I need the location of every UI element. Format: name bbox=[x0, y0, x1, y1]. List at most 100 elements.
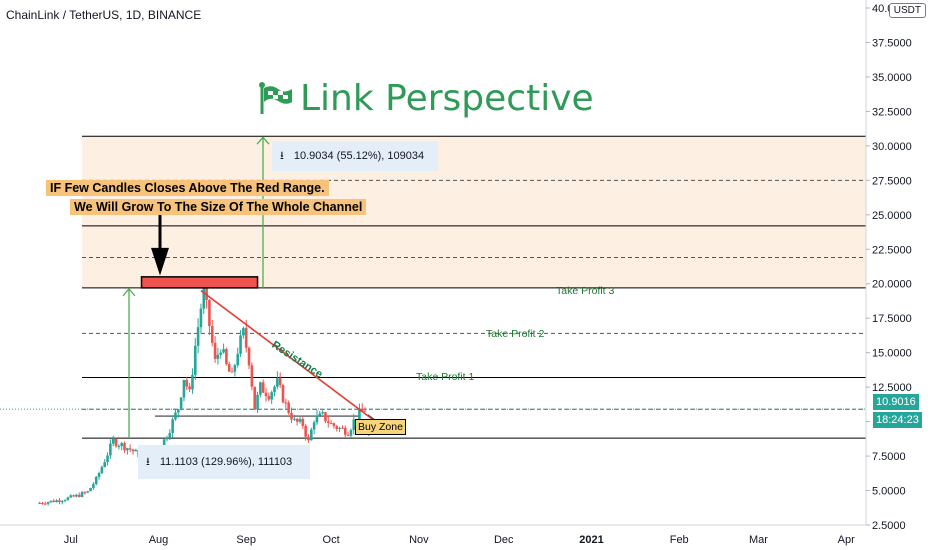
candle-body bbox=[162, 439, 166, 450]
candle-body bbox=[69, 495, 73, 498]
candle-body bbox=[63, 500, 67, 502]
candle-body bbox=[174, 412, 177, 420]
x-tick-label: Dec bbox=[494, 534, 514, 546]
candle-body bbox=[267, 396, 271, 400]
candle-body bbox=[236, 353, 240, 366]
take-profit-3-label: Take Profit 3 bbox=[556, 285, 615, 297]
candle-body bbox=[185, 379, 189, 387]
red-range bbox=[140, 276, 259, 289]
candle-body bbox=[312, 422, 316, 430]
candle-body bbox=[219, 352, 223, 355]
candle-body bbox=[270, 392, 273, 400]
candle-body bbox=[109, 443, 112, 456]
candle-body bbox=[338, 427, 341, 429]
y-tick-label: 27.5000 bbox=[872, 175, 912, 187]
candle-body bbox=[77, 494, 81, 497]
y-tick-label: 7.5000 bbox=[872, 451, 906, 463]
callout-line-1: IF Few Candles Closes Above The Red Rang… bbox=[46, 180, 329, 196]
candle-body bbox=[295, 418, 299, 422]
candle-body bbox=[75, 494, 78, 497]
x-tick-label: 2021 bbox=[579, 534, 603, 546]
candle-body bbox=[196, 327, 200, 346]
candle-body bbox=[284, 402, 288, 404]
candle-body bbox=[332, 423, 336, 427]
candle-body bbox=[43, 503, 47, 505]
candle-body bbox=[193, 345, 197, 375]
candle-body bbox=[120, 443, 123, 446]
candle-body bbox=[304, 425, 307, 437]
candle-body bbox=[287, 402, 290, 413]
x-tick-label: Aug bbox=[149, 534, 169, 546]
y-tick-label: 5.0000 bbox=[872, 486, 906, 498]
candle-body bbox=[46, 502, 50, 504]
candle-body bbox=[165, 437, 169, 440]
brand-logo: Link Perspective bbox=[258, 78, 594, 119]
y-tick-label: 32.5000 bbox=[872, 106, 912, 118]
candle-body bbox=[213, 342, 217, 359]
measure-icon: ⭳ bbox=[146, 456, 150, 468]
x-tick-label: Oct bbox=[323, 534, 340, 546]
candle-body bbox=[242, 328, 245, 336]
y-tick-label: 2.5000 bbox=[872, 520, 906, 532]
candle-body bbox=[341, 427, 344, 429]
candle-body bbox=[72, 495, 75, 497]
candle-body bbox=[89, 488, 92, 492]
candle-body bbox=[329, 423, 333, 425]
candle-body bbox=[131, 449, 135, 452]
callout-line-2: We Will Grow To The Size Of The Whole Ch… bbox=[70, 199, 367, 215]
candle-body bbox=[199, 308, 203, 328]
candle-body bbox=[52, 500, 56, 503]
y-tick-label: 37.5000 bbox=[872, 37, 912, 49]
candle-body bbox=[94, 476, 98, 485]
candle-body bbox=[123, 443, 126, 451]
down-arrow-head bbox=[151, 247, 169, 276]
currency-selector[interactable]: USDT bbox=[888, 3, 926, 18]
candle-body bbox=[293, 418, 296, 420]
candle-body bbox=[92, 484, 95, 489]
candle-body bbox=[281, 385, 285, 403]
candle-body bbox=[134, 449, 138, 452]
brand-text: Link Perspective bbox=[300, 78, 594, 119]
x-tick-label: Nov bbox=[409, 534, 429, 546]
candle-body bbox=[315, 415, 319, 423]
candle-body bbox=[182, 379, 186, 398]
candle-body bbox=[60, 501, 64, 503]
candle-body bbox=[168, 432, 172, 438]
measure-lower-text: 11.1103 (129.96%), 111103 bbox=[159, 456, 293, 468]
candle-body bbox=[346, 434, 350, 436]
candle-body bbox=[216, 354, 220, 359]
candle-body bbox=[41, 502, 44, 504]
candle-body bbox=[179, 397, 183, 410]
candle-body bbox=[321, 412, 324, 414]
candle-body bbox=[352, 419, 356, 431]
candle-body bbox=[264, 392, 268, 397]
y-tick-label: 12.5000 bbox=[872, 382, 912, 394]
candle-body bbox=[49, 500, 53, 503]
candle-body bbox=[210, 326, 214, 343]
y-tick-label: 15.0000 bbox=[872, 348, 912, 360]
candle-body bbox=[97, 473, 101, 477]
candle-body bbox=[239, 335, 242, 354]
x-tick-label: Apr bbox=[838, 534, 855, 546]
candle-body bbox=[227, 364, 231, 372]
candle-body bbox=[38, 502, 41, 504]
candle-body bbox=[66, 497, 70, 501]
current-price-tag: 10.9016 bbox=[873, 394, 919, 410]
candle-body bbox=[225, 349, 228, 365]
countdown-tag: 18:24:23 bbox=[873, 412, 922, 428]
candle-body bbox=[310, 429, 313, 441]
x-tick-label: Feb bbox=[670, 534, 689, 546]
candle-body bbox=[55, 500, 58, 503]
measure-upper-text: 10.9034 (55.12%), 109034 bbox=[293, 150, 425, 162]
candle-body bbox=[298, 419, 302, 422]
candle-body bbox=[349, 430, 353, 436]
measure-upper: ⭳ 10.9034 (55.12%), 109034 bbox=[272, 141, 438, 171]
y-tick-label: 20.0000 bbox=[872, 279, 912, 291]
buy-zone-label: Buy Zone bbox=[355, 419, 406, 435]
y-tick-label: 30.0000 bbox=[872, 141, 912, 153]
resistance-line bbox=[200, 289, 386, 430]
y-tick-label: 22.5000 bbox=[872, 244, 912, 256]
candle-body bbox=[205, 286, 208, 300]
